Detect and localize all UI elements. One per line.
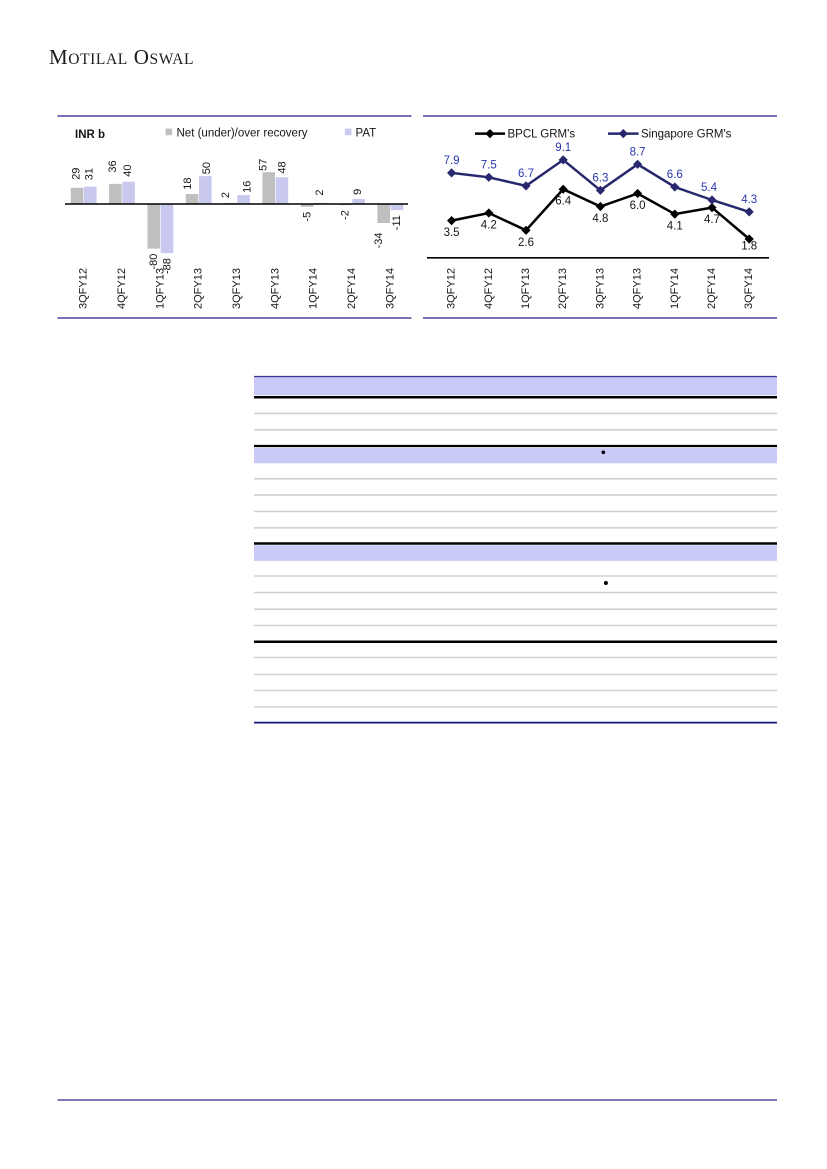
- svg-text:3.5: 3.5: [444, 227, 460, 239]
- svg-text:2QFY14: 2QFY14: [346, 268, 358, 309]
- svg-text:4.3: 4.3: [741, 194, 757, 206]
- svg-text:1QFY13: 1QFY13: [154, 268, 166, 309]
- svg-text:2QFY13: 2QFY13: [557, 268, 569, 309]
- svg-text:6.4: 6.4: [555, 196, 572, 208]
- svg-text:50: 50: [201, 162, 213, 174]
- svg-text:-88: -88: [161, 258, 173, 274]
- svg-text:3QFY14: 3QFY14: [743, 268, 755, 309]
- svg-text:-34: -34: [373, 233, 385, 249]
- svg-text:6.0: 6.0: [630, 200, 646, 212]
- svg-text:1QFY14: 1QFY14: [308, 268, 320, 309]
- svg-text:31: 31: [83, 168, 95, 180]
- svg-text:2.6: 2.6: [518, 237, 534, 249]
- svg-text:3QFY13: 3QFY13: [594, 268, 606, 309]
- svg-text:-5: -5: [301, 212, 313, 222]
- svg-text:3QFY14: 3QFY14: [384, 268, 396, 309]
- svg-text:4.8: 4.8: [592, 213, 608, 225]
- svg-text:3QFY12: 3QFY12: [78, 268, 90, 309]
- svg-text:3QFY13: 3QFY13: [231, 268, 243, 309]
- svg-text:4.1: 4.1: [667, 221, 683, 233]
- svg-text:3QFY12: 3QFY12: [446, 268, 458, 309]
- svg-text:-2: -2: [340, 210, 352, 220]
- svg-text:8.7: 8.7: [630, 146, 646, 158]
- svg-text:6.7: 6.7: [518, 168, 534, 180]
- svg-text:29: 29: [71, 168, 83, 180]
- svg-text:9.1: 9.1: [555, 142, 571, 154]
- svg-text:4QFY13: 4QFY13: [632, 268, 644, 309]
- svg-text:4.2: 4.2: [481, 220, 497, 232]
- svg-text:1QFY14: 1QFY14: [669, 268, 681, 309]
- svg-text:57: 57: [257, 159, 269, 171]
- svg-text:6.6: 6.6: [667, 169, 683, 181]
- svg-text:4.7: 4.7: [704, 214, 720, 226]
- svg-text:2: 2: [314, 189, 326, 195]
- svg-text:2QFY14: 2QFY14: [706, 268, 718, 309]
- svg-text:7.9: 7.9: [444, 155, 460, 167]
- svg-text:-11: -11: [391, 215, 403, 230]
- svg-text:-80: -80: [148, 254, 160, 270]
- svg-text:48: 48: [277, 161, 289, 173]
- svg-text:1QFY13: 1QFY13: [520, 268, 532, 309]
- svg-text:40: 40: [122, 164, 134, 176]
- svg-text:5.4: 5.4: [701, 182, 718, 194]
- svg-text:Singapore GRM's: Singapore GRM's: [641, 128, 732, 140]
- svg-text:36: 36: [107, 160, 119, 172]
- svg-text:7.5: 7.5: [481, 159, 497, 171]
- svg-text:9: 9: [352, 189, 364, 195]
- svg-text:6.3: 6.3: [592, 172, 608, 184]
- svg-text:INR b: INR b: [75, 129, 105, 141]
- svg-text:16: 16: [241, 181, 253, 193]
- svg-text:4QFY12: 4QFY12: [483, 268, 495, 309]
- svg-text:1.8: 1.8: [741, 241, 757, 253]
- svg-text:18: 18: [182, 177, 194, 189]
- svg-text:4QFY13: 4QFY13: [269, 268, 281, 309]
- svg-text:2QFY13: 2QFY13: [193, 268, 205, 309]
- svg-text:4QFY12: 4QFY12: [116, 268, 128, 309]
- svg-text:PAT: PAT: [356, 127, 377, 139]
- svg-text:2: 2: [220, 192, 232, 198]
- svg-text:Net (under)/over recovery: Net (under)/over recovery: [177, 127, 308, 139]
- svg-text:BPCL GRM's: BPCL GRM's: [508, 128, 576, 140]
